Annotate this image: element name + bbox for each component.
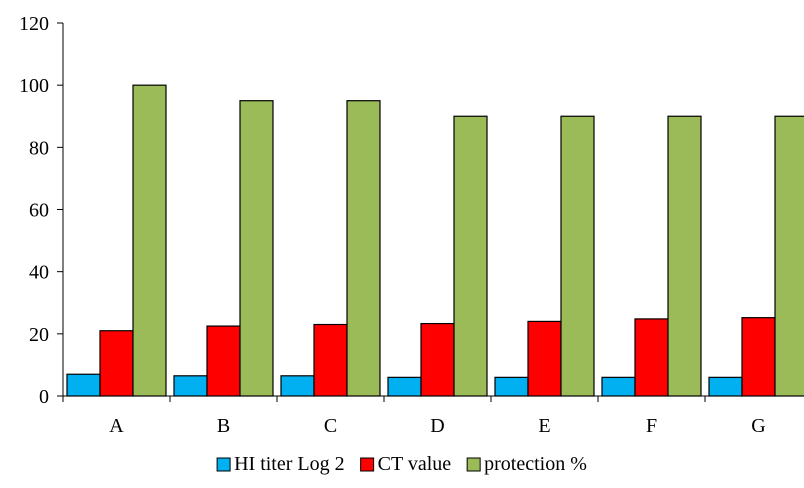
bar-protection-f: [667, 115, 702, 397]
bar-ct-value-e: [527, 320, 562, 397]
bar-ct-value-a: [99, 330, 134, 397]
legend-swatch-hi-titer-log-2: [216, 457, 231, 472]
legend-label-ct-value: CT value: [378, 453, 452, 475]
bar-hi-titer-log-2-e: [494, 376, 529, 397]
x-tick-label: G: [751, 415, 765, 437]
y-tick-label: 100: [19, 75, 49, 97]
legend-swatch-ct-value: [360, 457, 375, 472]
bar-hi-titer-log-2-g: [708, 376, 743, 397]
legend-swatch-protection: [466, 457, 481, 472]
y-tick-label: 40: [29, 262, 49, 284]
y-tick-labels: 0 20 40 60 80 100 120: [19, 13, 49, 408]
y-tick-label: 60: [29, 200, 49, 222]
legend-label-hi-titer-log-2: HI titer Log 2: [234, 453, 345, 475]
bar-hi-titer-log-2-b: [173, 375, 208, 397]
bar-protection-c: [346, 100, 381, 397]
y-tick-label: 120: [19, 13, 49, 35]
bar-ct-value-f: [634, 318, 669, 397]
bar-protection-a: [132, 84, 167, 397]
bar-hi-titer-log-2-d: [387, 376, 422, 397]
bar-protection-g: [774, 115, 804, 397]
x-tick-labels: A B C D E F G: [109, 415, 765, 437]
y-tick-label: 80: [29, 137, 49, 159]
bar-ct-value-c: [313, 323, 348, 397]
bar-protection-d: [453, 115, 488, 397]
bar-ct-value-g: [741, 317, 776, 397]
y-tick-label: 0: [39, 386, 49, 408]
bar-hi-titer-log-2-c: [280, 375, 315, 397]
legend-label-protection: protection %: [484, 453, 587, 475]
x-tick-label: A: [109, 415, 124, 437]
bar-protection-b: [239, 100, 274, 397]
x-tick-label: B: [217, 415, 230, 437]
bar-ct-value-b: [206, 325, 241, 397]
bar-ct-value-d: [420, 322, 455, 397]
bar-protection-e: [560, 115, 595, 397]
bar-hi-titer-log-2-a: [66, 373, 101, 397]
x-tick-label: F: [646, 415, 657, 437]
x-tick-label: E: [538, 415, 550, 437]
x-tick-label: D: [430, 415, 444, 437]
bars: [66, 84, 804, 397]
legend: HI titer Log 2 CT value protection %: [216, 453, 587, 475]
y-tick-label: 20: [29, 324, 49, 346]
x-tick-label: C: [324, 415, 337, 437]
bar-hi-titer-log-2-f: [601, 376, 636, 397]
